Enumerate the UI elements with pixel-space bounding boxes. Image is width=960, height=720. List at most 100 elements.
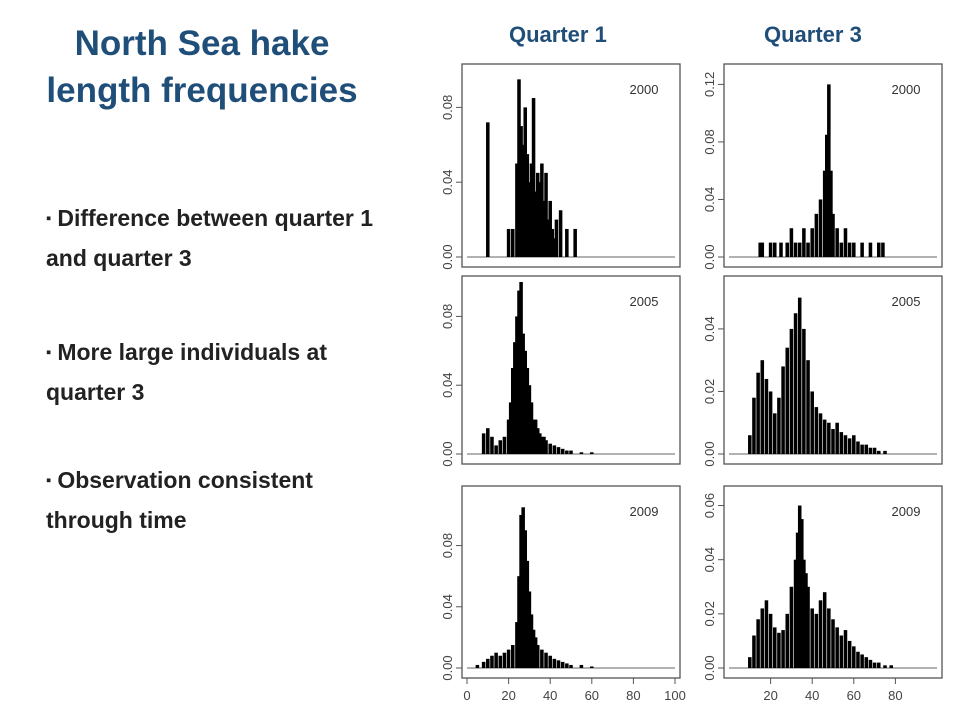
histogram-bar (565, 663, 569, 668)
histogram-bar (519, 126, 523, 257)
histogram-bar (542, 436, 546, 454)
histogram-bar (552, 238, 557, 257)
histogram-bar (768, 242, 773, 257)
histogram-bar (814, 613, 819, 668)
histogram-bar (498, 655, 503, 668)
histogram-bar (517, 79, 521, 257)
x-tick-label: 80 (888, 688, 902, 703)
histogram-bar (565, 228, 569, 257)
y-tick-label: 0.00 (702, 441, 717, 466)
histogram-bar (768, 613, 773, 668)
histogram-bar (523, 530, 528, 668)
histogram-bar (535, 645, 540, 668)
slide-title: North Sea hake length frequencies (18, 20, 386, 114)
histogram-bar (789, 586, 794, 668)
histogram-bar (810, 608, 814, 668)
column-title-quarter-3: Quarter 3 (764, 22, 862, 47)
histogram-bar (552, 658, 557, 668)
y-tick-label: 0.02 (702, 601, 717, 626)
x-tick-label: 100 (664, 688, 686, 703)
histogram-bar (535, 172, 540, 257)
panel-frame (723, 63, 943, 268)
histogram-panel-quarter3-2009: 0.00 0.02 0.04 0.06 2009 20 40 60 80 (702, 485, 943, 703)
histogram-bar (502, 652, 507, 668)
title-line-1: North Sea hake (74, 24, 330, 63)
histogram-bar (525, 368, 530, 454)
histogram-bar (748, 657, 752, 668)
histogram-bar (515, 316, 519, 454)
histogram-bar (822, 419, 827, 454)
histogram-bar (525, 560, 530, 668)
panel-frame (461, 485, 681, 679)
histogram-bar (527, 182, 532, 257)
histogram-bar (590, 452, 594, 454)
histogram-bar (883, 665, 887, 668)
histogram-bar (785, 242, 790, 257)
histogram-bar (502, 436, 507, 454)
histogram-bar (868, 242, 873, 257)
histogram-bar (490, 655, 494, 668)
histogram-bar (533, 191, 538, 257)
histogram-bar (785, 613, 790, 668)
histogram-bar (560, 448, 565, 454)
histogram-bar (752, 635, 756, 668)
histogram-bar (515, 622, 519, 668)
histogram-bar (876, 450, 881, 454)
x-tick-label: 0 (463, 688, 470, 703)
histogram-bar (521, 333, 525, 454)
histogram-bar (548, 443, 552, 454)
panel-frame (723, 275, 943, 465)
histogram-bar (810, 228, 814, 257)
histogram-bar (793, 313, 798, 454)
histogram-bar (777, 632, 781, 668)
y-tick-label: 0.06 (702, 493, 717, 518)
histogram-bar (556, 660, 561, 668)
histogram-bar (523, 350, 528, 454)
y-tick-label: 0.12 (702, 72, 717, 97)
histogram-bar (831, 428, 835, 454)
histogram-bar (852, 646, 856, 668)
histogram-bar (860, 444, 864, 454)
histogram-bar (752, 397, 756, 454)
histogram-bar (533, 637, 538, 668)
histogram-bar (856, 441, 860, 454)
histogram-bar (804, 573, 808, 668)
y-tick-label: 0.00 (702, 244, 717, 269)
histogram-bar (827, 608, 831, 668)
histogram-bar (760, 360, 765, 454)
x-tick-label: 40 (543, 688, 557, 703)
histogram-bar (546, 219, 550, 257)
histogram-bar (818, 199, 823, 257)
histogram-bar (527, 591, 532, 668)
histogram-panel-quarter3-2005: 0.00 0.02 0.04 2005 (702, 275, 943, 467)
year-label: 2009 (892, 504, 921, 519)
histogram-bar (806, 242, 810, 257)
y-tick-label: 0.00 (440, 655, 455, 680)
histogram-bar (565, 450, 569, 454)
histogram-bar (552, 445, 557, 454)
histogram-bar (843, 228, 848, 257)
y-tick-label: 0.02 (702, 379, 717, 404)
histogram-bar (542, 200, 546, 257)
histogram-bar (506, 649, 511, 668)
histogram-bar (533, 419, 538, 454)
histogram-bar (843, 630, 848, 668)
bullet-marker: ▪ (46, 210, 52, 227)
histogram-bar (864, 657, 869, 668)
histogram-bar (544, 440, 548, 454)
histogram-bar (513, 342, 517, 454)
bullet-text: More large individuals at quarter 3 (46, 339, 328, 405)
histogram-bar (868, 659, 873, 668)
histogram-bar (525, 154, 530, 257)
histogram-bar (760, 242, 765, 257)
panel-frame (461, 63, 681, 268)
histogram-bar (818, 600, 823, 668)
histogram-bar (764, 378, 769, 454)
bullet-item: ▪ Observation consistent through time (46, 462, 376, 538)
histogram-bar (517, 576, 521, 668)
histogram-bar (486, 658, 490, 668)
histogram-bar (831, 213, 835, 257)
histogram-bar (777, 397, 781, 454)
histogram-bar (521, 144, 525, 257)
